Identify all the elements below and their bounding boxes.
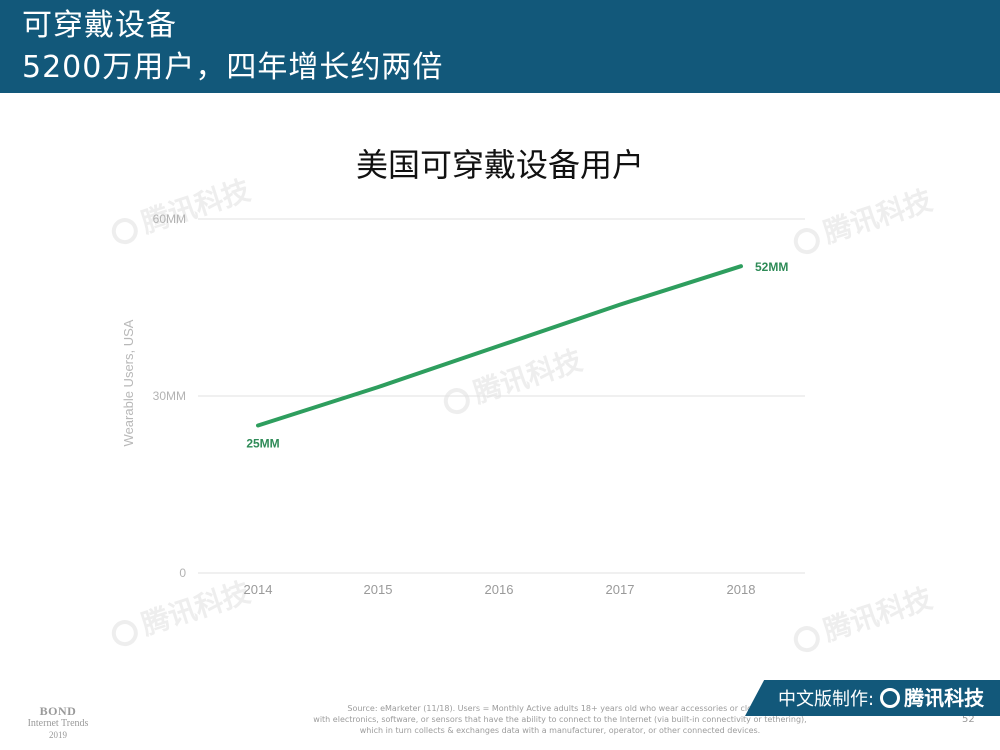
x-tick-label: 2017: [606, 582, 635, 597]
header-title: 可穿戴设备: [22, 8, 177, 43]
page-number: 52: [962, 714, 975, 725]
brand-name: 腾讯科技: [904, 686, 985, 710]
x-tick-labels: 2014 2015 2016 2017 2018: [244, 582, 756, 597]
y-tick-labels: 0 30MM 60MM: [153, 212, 187, 580]
source-line-2: with electronics, software, or sensors t…: [313, 715, 807, 724]
y-axis-label: Wearable Users, USA: [121, 319, 136, 446]
header-banner: 可穿戴设备 5200万用户，四年增长约两倍: [0, 0, 1000, 93]
y-tick-label: 0: [179, 566, 186, 580]
x-tick-label: 2015: [364, 582, 393, 597]
y-tick-label: 30MM: [153, 389, 186, 403]
data-label: 52MM: [755, 260, 788, 274]
brand-credit: 中文版制作: 腾讯科技: [778, 681, 984, 715]
data-labels: 25MM 52MM: [246, 260, 788, 450]
x-tick-label: 2018: [727, 582, 756, 597]
series-lines: [256, 264, 743, 428]
source-line-3: which in turn collects & exchanges data …: [359, 726, 761, 735]
x-tick-label: 2014: [244, 582, 273, 597]
bond-logo: BOND Internet Trends 2019: [18, 704, 98, 741]
y-tick-label: 60MM: [153, 212, 186, 226]
bond-name: BOND: [39, 704, 77, 718]
data-label: 25MM: [246, 437, 279, 451]
chart-title: 美国可穿戴设备用户: [355, 146, 644, 184]
source-line-1: Source: eMarketer (11/18). Users = Month…: [347, 704, 773, 713]
series-line: [256, 264, 743, 428]
grid-lines: [198, 218, 805, 574]
x-tick-label: 2016: [485, 582, 514, 597]
bond-report: Internet Trends: [27, 718, 89, 729]
header-subtitle: 5200万用户，四年增长约两倍: [22, 50, 444, 85]
bond-year: 2019: [49, 730, 67, 740]
brand-prefix: 中文版制作:: [778, 689, 875, 710]
brand-logo-icon: [880, 688, 901, 708]
source-note: Source: eMarketer (11/18). Users = Month…: [290, 703, 830, 736]
